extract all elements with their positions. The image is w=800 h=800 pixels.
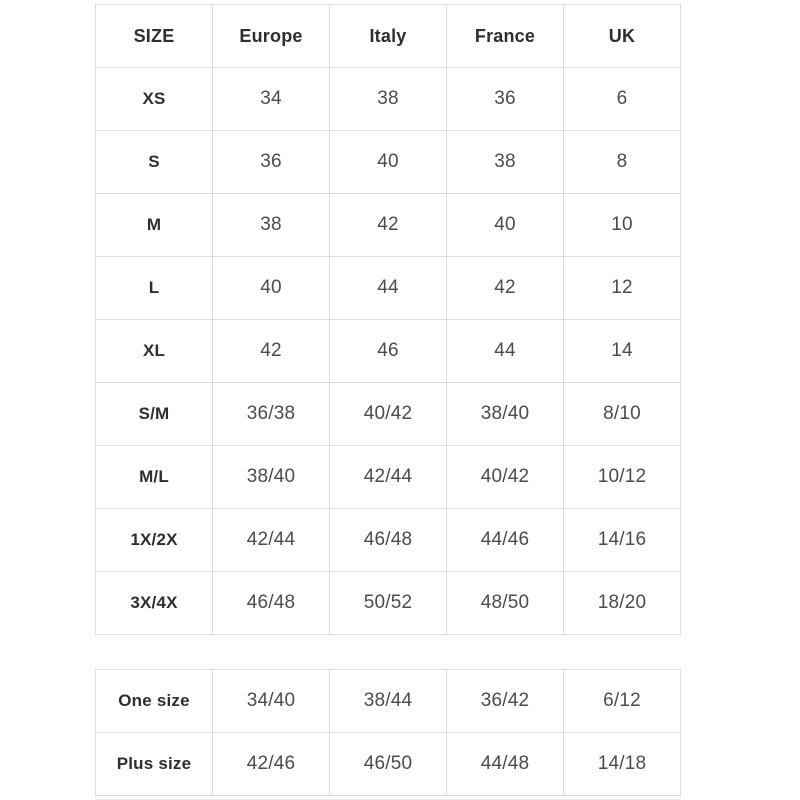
size-value: 42/44 xyxy=(212,508,330,572)
size-value: 14 xyxy=(563,319,681,383)
size-value: 10/12 xyxy=(563,445,681,509)
size-label: S xyxy=(95,130,213,194)
size-value: 44/46 xyxy=(446,508,564,572)
size-label: M xyxy=(95,193,213,257)
column-header-france: France xyxy=(446,4,564,68)
table-row: XL 42 46 44 14 xyxy=(95,319,681,383)
size-value: 44 xyxy=(446,319,564,383)
size-value: 14/16 xyxy=(563,508,681,572)
size-value: 38/40 xyxy=(446,382,564,446)
size-value: 34/40 xyxy=(212,669,330,733)
size-label: L xyxy=(95,256,213,320)
size-value: 14/18 xyxy=(563,732,681,796)
size-value: 6/12 xyxy=(563,669,681,733)
size-value: 44 xyxy=(329,256,447,320)
table-row: S 36 40 38 8 xyxy=(95,130,681,194)
size-value: 18/20 xyxy=(563,571,681,635)
size-value: 42 xyxy=(446,256,564,320)
table-row: One size 34/40 38/44 36/42 6/12 xyxy=(95,669,681,733)
size-value: 40 xyxy=(329,130,447,194)
size-value: 46 xyxy=(329,319,447,383)
size-value: 8/10 xyxy=(563,382,681,446)
size-value: 36/42 xyxy=(446,669,564,733)
size-label: 3X/4X xyxy=(95,571,213,635)
size-value: 10 xyxy=(563,193,681,257)
size-value: 50/52 xyxy=(329,571,447,635)
size-value: 8 xyxy=(563,130,681,194)
special-sizes-table-body: One size 34/40 38/44 36/42 6/12 Plus size 42/4… xyxy=(95,669,681,796)
size-value: 38/44 xyxy=(329,669,447,733)
size-label: 1X/2X xyxy=(95,508,213,572)
size-label: Plus size xyxy=(95,732,213,796)
table-row: XS 34 38 36 6 xyxy=(95,67,681,131)
size-value: 36 xyxy=(212,130,330,194)
header-row: SIZE Europe Italy France UK xyxy=(95,4,681,68)
size-value: 38 xyxy=(212,193,330,257)
size-label: XL xyxy=(95,319,213,383)
size-label: S/M xyxy=(95,382,213,446)
column-header-size: SIZE xyxy=(95,4,213,68)
size-value: 34 xyxy=(212,67,330,131)
column-header-europe: Europe xyxy=(212,4,330,68)
table-row: M/L 38/40 42/44 40/42 10/12 xyxy=(95,445,681,509)
size-conversion-table: SIZE Europe Italy France UK XS 34 38 36 6 S 36 40 38… xyxy=(95,4,681,635)
size-value: 44/48 xyxy=(446,732,564,796)
size-conversion-chart: SIZE Europe Italy France UK XS 34 38 36 6 S 36 40 38… xyxy=(95,4,681,800)
column-header-uk: UK xyxy=(563,4,681,68)
size-label: One size xyxy=(95,669,213,733)
special-sizes-table: One size 34/40 38/44 36/42 6/12 Plus size 42/4… xyxy=(95,669,681,796)
table-row: 3X/4X 46/48 50/52 48/50 18/20 xyxy=(95,571,681,635)
size-value: 42/46 xyxy=(212,732,330,796)
size-value: 36/38 xyxy=(212,382,330,446)
table-row: L 40 44 42 12 xyxy=(95,256,681,320)
size-value: 6 xyxy=(563,67,681,131)
table-row: S/M 36/38 40/42 38/40 8/10 xyxy=(95,382,681,446)
size-value: 42 xyxy=(212,319,330,383)
table-gap xyxy=(95,635,681,669)
size-label: XS xyxy=(95,67,213,131)
table-row: M 38 42 40 10 xyxy=(95,193,681,257)
size-table-body: XS 34 38 36 6 S 36 40 38 8 M 38 42 40 10 L 40 44 42 12 XL 42 4… xyxy=(95,67,681,635)
size-value: 40 xyxy=(446,193,564,257)
size-value: 46/50 xyxy=(329,732,447,796)
size-value: 42 xyxy=(329,193,447,257)
size-value: 42/44 xyxy=(329,445,447,509)
size-value: 46/48 xyxy=(212,571,330,635)
size-value: 40 xyxy=(212,256,330,320)
table-row: Plus size 42/46 46/50 44/48 14/18 xyxy=(95,732,681,796)
size-table-header: SIZE Europe Italy France UK xyxy=(95,4,681,68)
size-value: 40/42 xyxy=(446,445,564,509)
size-label: M/L xyxy=(95,445,213,509)
size-value: 38 xyxy=(329,67,447,131)
size-value: 12 xyxy=(563,256,681,320)
column-header-italy: Italy xyxy=(329,4,447,68)
size-value: 36 xyxy=(446,67,564,131)
size-value: 46/48 xyxy=(329,508,447,572)
size-value: 38/40 xyxy=(212,445,330,509)
size-value: 48/50 xyxy=(446,571,564,635)
size-value: 40/42 xyxy=(329,382,447,446)
size-value: 38 xyxy=(446,130,564,194)
table-row: 1X/2X 42/44 46/48 44/46 14/16 xyxy=(95,508,681,572)
